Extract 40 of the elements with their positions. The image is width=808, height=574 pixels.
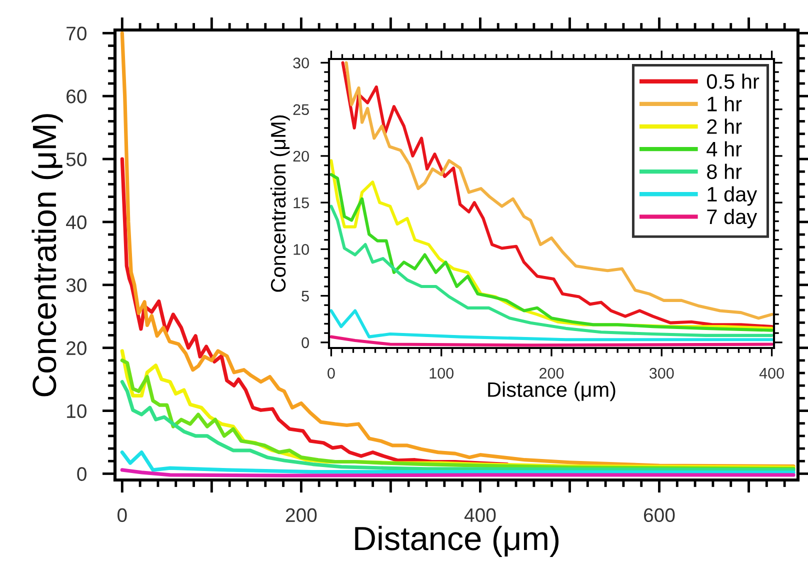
legend-label: 7 day (707, 208, 758, 228)
legend-label: 1 day (708, 186, 758, 206)
y-tick-label: 20 (293, 150, 309, 162)
y-tick-label: 30 (66, 278, 86, 292)
x-tick-label: 100 (430, 368, 454, 379)
y-tick-label: 0 (302, 337, 309, 348)
y-tick-label: 70 (66, 26, 86, 40)
x-tick-label: 200 (540, 368, 564, 379)
line-series (120, 450, 796, 474)
legend-label: 0.5 hr (706, 74, 760, 89)
x-tick-label: 600 (644, 508, 675, 522)
x-tick-label: 400 (759, 368, 784, 379)
y-tick-label: 25 (293, 104, 309, 116)
legend-label: 4 hr (706, 141, 742, 156)
y-tick-label: 20 (66, 341, 86, 356)
x-tick-label: 300 (649, 368, 674, 379)
x-tick-label: 0 (328, 368, 335, 379)
y-tick-label: 10 (294, 244, 309, 255)
line-series (330, 309, 774, 342)
line-series (330, 335, 774, 347)
x-tick-label: 400 (464, 508, 496, 522)
legend-label: 1 hr (708, 96, 742, 112)
x-axis-title: Distance (μm) (355, 526, 558, 557)
legend-label: 8 hr (707, 164, 742, 180)
x-tick-label: 0 (118, 508, 127, 522)
y-axis-title: Concentration (μM) (32, 114, 63, 396)
y-tick-label: 60 (66, 90, 86, 104)
y-tick-label: 50 (66, 152, 86, 166)
y-tick-label: 40 (66, 215, 86, 230)
legend-label: 2 hr (707, 118, 742, 134)
y-tick-label: 0 (77, 467, 86, 481)
line-series (120, 380, 796, 472)
y-tick-label: 10 (67, 404, 86, 418)
x-tick-label: 200 (286, 508, 317, 522)
y-tick-label: 5 (302, 290, 309, 302)
x-axis-title: Distance (μm) (488, 382, 616, 402)
y-axis-title: Concentration (μM) (270, 115, 290, 292)
line-series (330, 204, 774, 337)
y-tick-label: 15 (294, 198, 309, 208)
y-tick-label: 30 (293, 58, 309, 68)
